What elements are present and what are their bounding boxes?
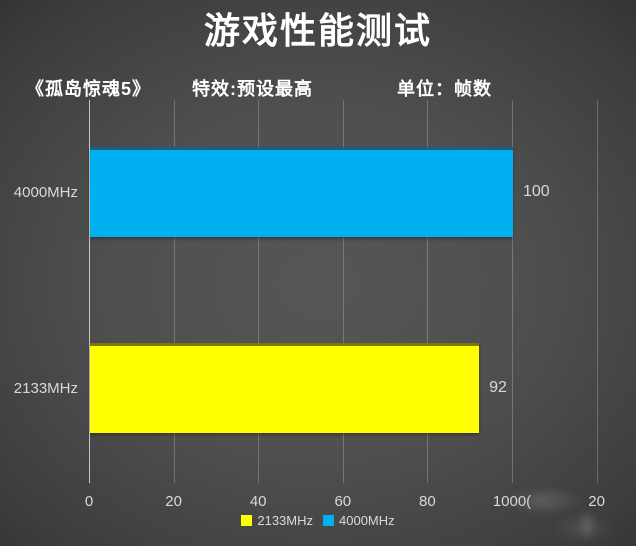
legend-item-4000mhz: 4000MHz bbox=[323, 513, 395, 528]
game-title-label: 《孤岛惊魂5》 bbox=[26, 79, 152, 99]
x-tick-label: 1000( bbox=[492, 493, 532, 510]
x-axis-tick-row: 0 20 40 60 80 1000( 20 bbox=[0, 493, 636, 511]
x-tick-label: 20 bbox=[165, 493, 182, 510]
x-gridline bbox=[173, 100, 175, 483]
x-tick-label: 80 bbox=[419, 493, 436, 510]
x-tick-label: 20 bbox=[588, 493, 605, 510]
y-axis-line bbox=[89, 100, 90, 483]
category-axis: 4000MHz 2133MHz bbox=[0, 100, 80, 483]
x-tick-label: 60 bbox=[334, 493, 352, 510]
x-gridline bbox=[342, 100, 344, 483]
x-tick-label: 40 bbox=[249, 493, 267, 510]
legend-swatch bbox=[323, 515, 334, 526]
chart-title: 游戏性能测试 bbox=[203, 10, 432, 51]
bar-2133mhz bbox=[90, 343, 480, 433]
legend-item-2133mhz: 2133MHz bbox=[241, 513, 313, 528]
effects-setting-label: 特效:预设最高 bbox=[192, 79, 313, 99]
bar-value-label: 100 bbox=[523, 183, 550, 200]
x-tick-label: 0 bbox=[84, 493, 94, 510]
unit-label: 单位：帧数 bbox=[397, 79, 492, 99]
legend-item-label: 2133MHz bbox=[257, 513, 313, 528]
bar-value-label: 92 bbox=[489, 379, 507, 396]
x-gridline bbox=[258, 100, 260, 483]
category-label-2133mhz: 2133MHz bbox=[13, 379, 78, 397]
x-gridline bbox=[512, 100, 513, 483]
bar-4000mhz bbox=[90, 147, 513, 237]
legend-item-label: 4000MHz bbox=[339, 513, 395, 528]
plot-area: 100 92 bbox=[89, 100, 636, 483]
legend: 2133MHz 4000MHz bbox=[0, 513, 636, 528]
x-gridline bbox=[596, 100, 598, 483]
x-gridline bbox=[427, 100, 429, 483]
category-label-4000mhz: 4000MHz bbox=[13, 183, 78, 201]
legend-swatch bbox=[241, 515, 253, 526]
